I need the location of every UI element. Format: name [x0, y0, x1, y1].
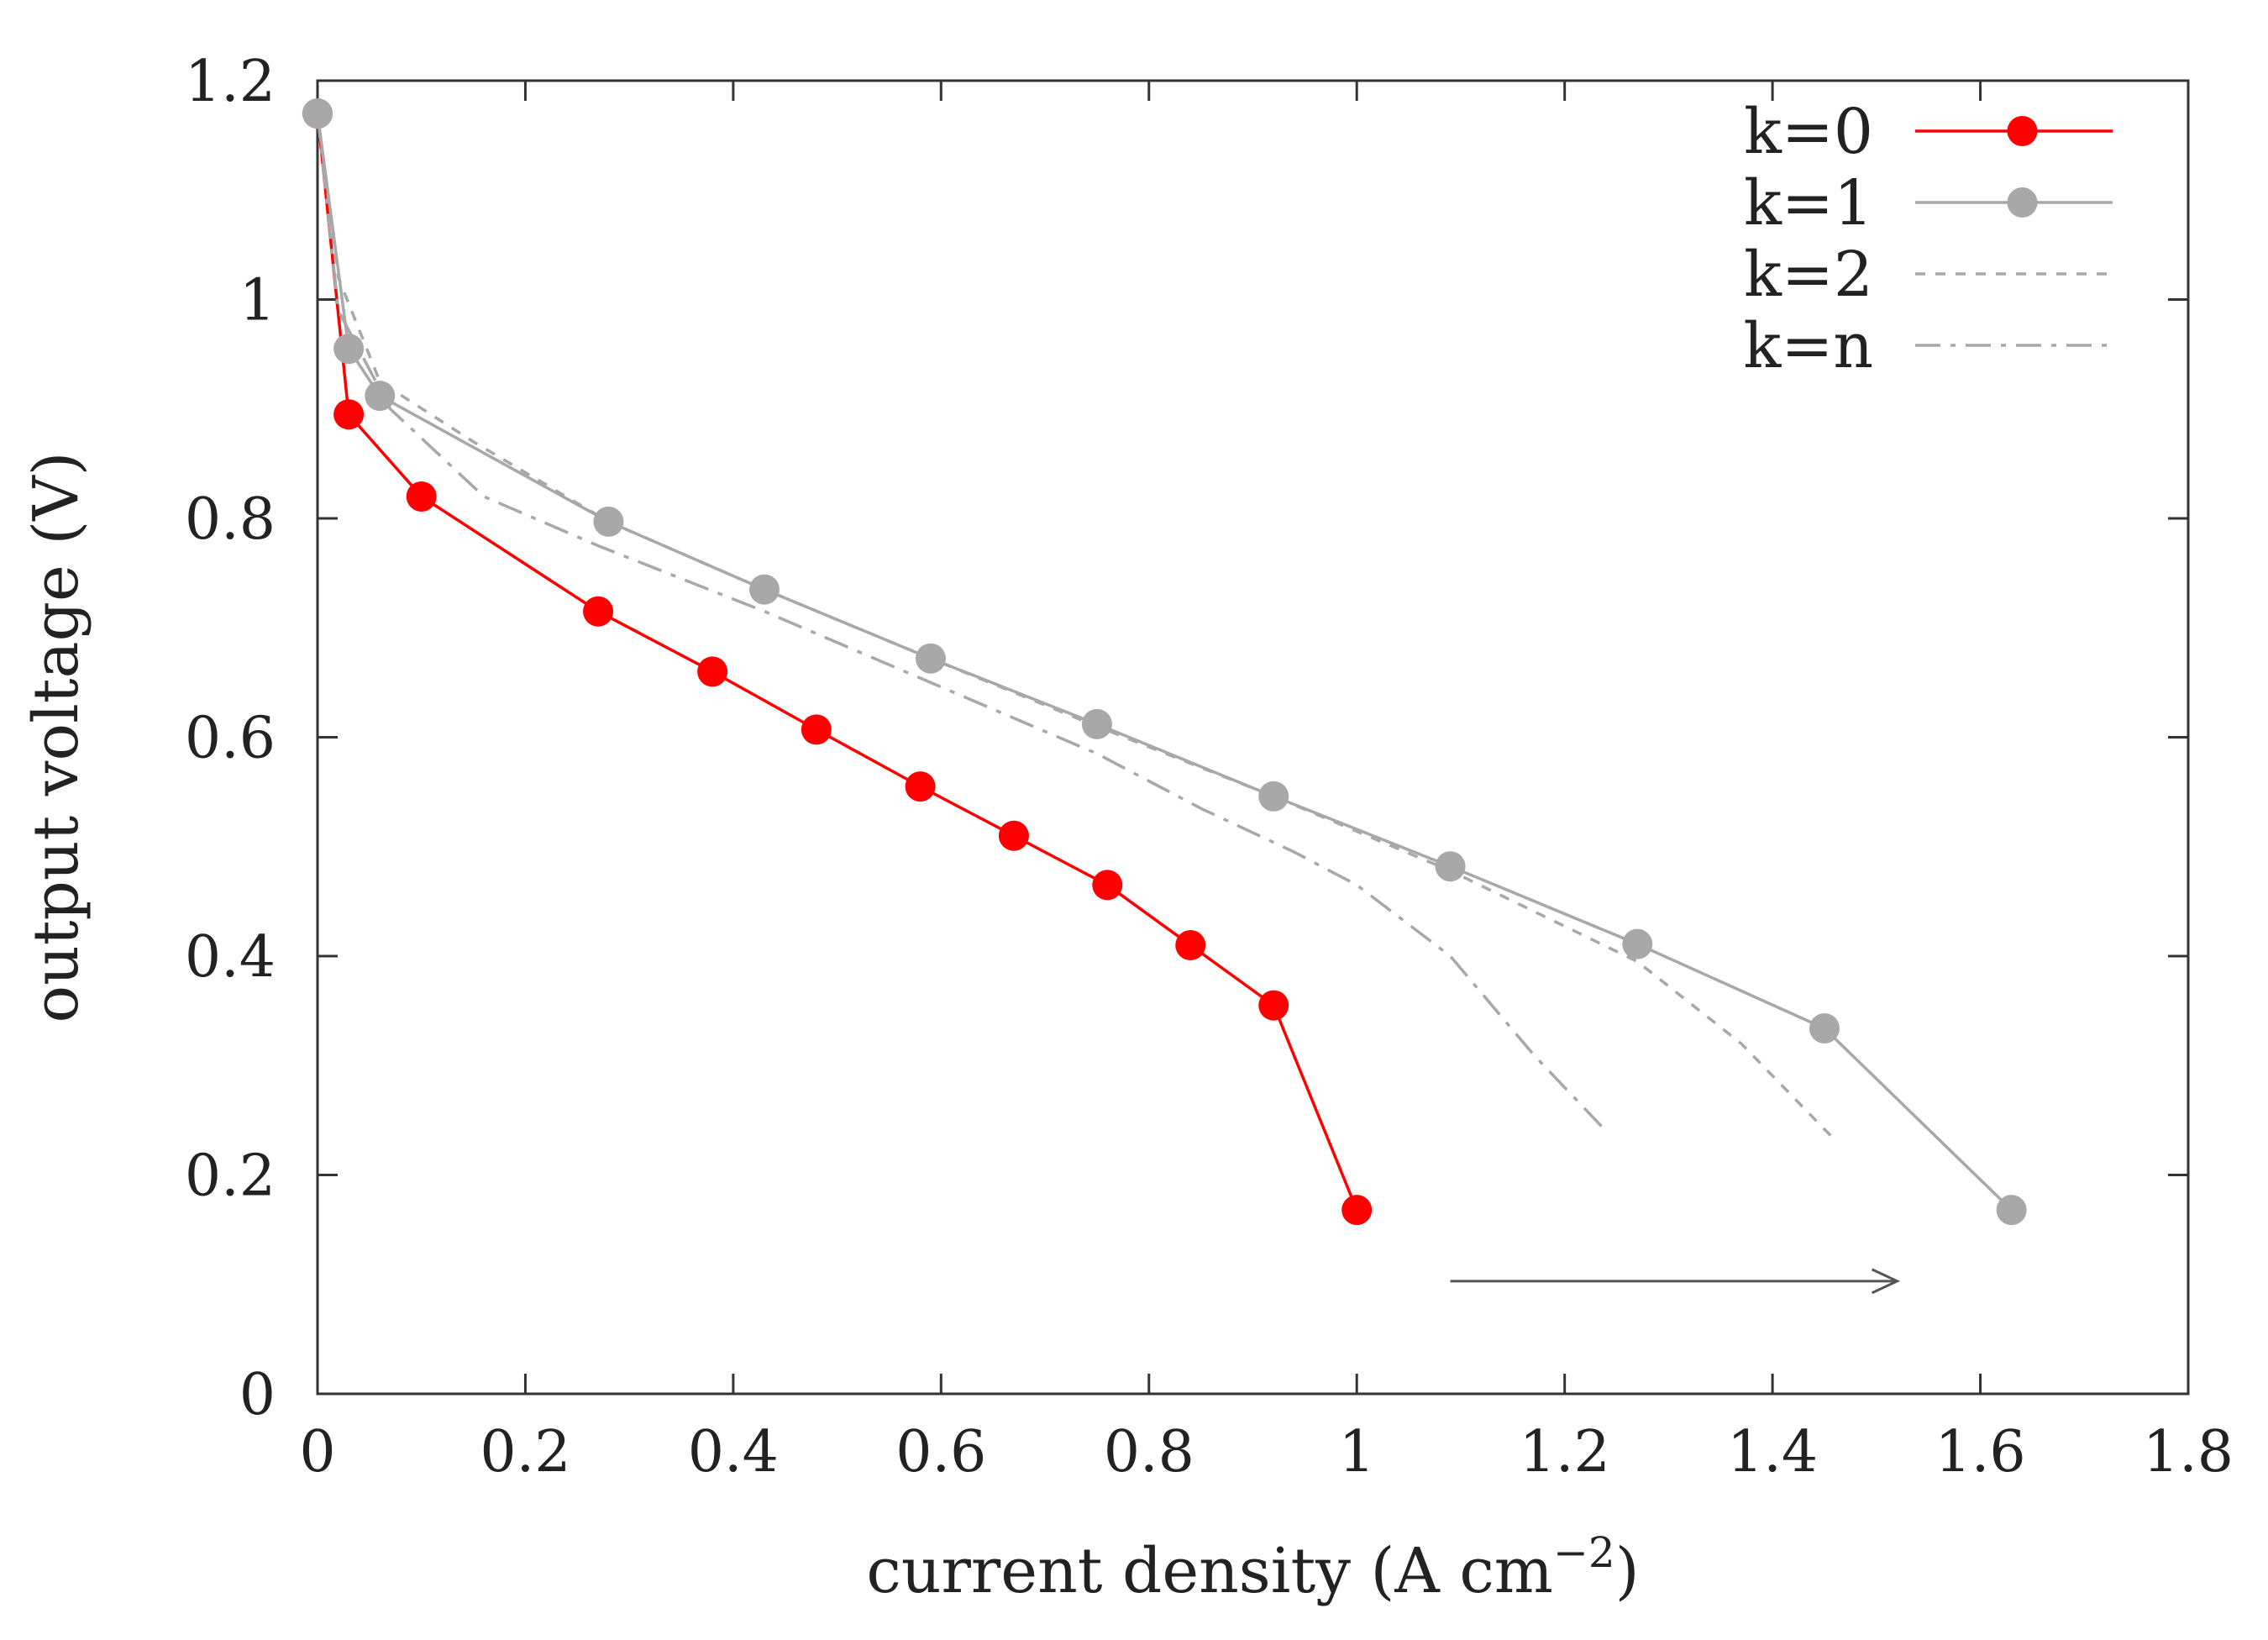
data-point-k=0: [1341, 1195, 1373, 1226]
legend-label: k=2: [1744, 239, 1873, 311]
data-point-k=1: [333, 334, 365, 365]
series-k=n: [316, 113, 1608, 1133]
y-tick-label: 1: [239, 268, 276, 334]
y-tick-label: 0.6: [185, 706, 276, 772]
x-tick-label: 1.8: [2143, 1419, 2234, 1485]
data-point-k=0: [905, 771, 936, 802]
legend-entry-k=n: k=n: [1743, 310, 2113, 382]
data-point-k=0: [697, 656, 728, 687]
axis-tick-labels: 0 0.2 0.4 0.6 0.8 1 1.2 1.4 1.6 1.8 0 0.2 0.4 0.6 0.8 1…: [185, 49, 2234, 1485]
data-point-k=1: [1435, 851, 1466, 882]
data-point-k=0: [1175, 929, 1206, 960]
data-point-k=0: [1258, 990, 1289, 1021]
y-tick-label: 0.8: [185, 486, 276, 553]
y-axis-label: output voltage (V): [20, 452, 92, 1023]
legend-entry-k=0: k=0: [1744, 96, 2113, 168]
x-tick-label: 1.4: [1727, 1419, 1818, 1485]
data-point-k=0: [406, 481, 437, 512]
annotation-layer: [1450, 1268, 1901, 1295]
series-k=1: [302, 98, 2027, 1226]
x-axis-label: current density (A cm−2): [866, 1528, 1639, 1607]
legend: k=0k=1k=2k=n: [1743, 96, 2113, 382]
x-tick-label: 0.4: [688, 1419, 779, 1485]
x-tick-label: 1.6: [1935, 1419, 2025, 1485]
x-tick-label: 0.6: [895, 1419, 986, 1485]
legend-label: k=1: [1744, 167, 1873, 239]
x-tick-label: 0: [299, 1419, 335, 1485]
axis-ticks: [316, 79, 2190, 1396]
legend-entry-k=2: k=2: [1744, 239, 2113, 311]
data-point-k=1: [1258, 781, 1289, 812]
y-tick-label: 0: [239, 1362, 276, 1428]
x-tick-label: 1: [1339, 1419, 1375, 1485]
data-point-k=1: [1081, 708, 1112, 739]
data-point-k=0: [1092, 870, 1123, 901]
data-point-k=0: [801, 714, 832, 745]
data-point-k=0: [998, 820, 1029, 851]
legend-swatch-marker: [2007, 116, 2038, 146]
legend-entry-k=1: k=1: [1744, 167, 2113, 239]
x-axis-label-main: current density (A cm: [866, 1535, 1553, 1607]
data-point-k=0: [333, 399, 365, 430]
x-tick-label: 0.2: [480, 1419, 570, 1485]
legend-label: k=n: [1743, 310, 1873, 382]
series-line-k=n: [316, 113, 1608, 1133]
x-tick-label: 0.8: [1104, 1419, 1194, 1485]
data-point-k=1: [1622, 928, 1653, 959]
y-tick-label: 0.4: [185, 924, 276, 991]
series-line-k=2: [316, 113, 1836, 1142]
data-point-k=1: [1996, 1195, 2027, 1226]
x-axis-label-superscript: −2: [1553, 1528, 1615, 1577]
y-tick-label: 0.2: [185, 1143, 276, 1210]
y-tick-label: 1.2: [185, 49, 276, 115]
x-axis-label-close: ): [1615, 1535, 1640, 1607]
data-point-k=1: [1809, 1012, 1840, 1043]
legend-swatch-marker: [2007, 187, 2038, 218]
series-layer: [302, 98, 2027, 1226]
series-k=2: [316, 113, 1836, 1142]
data-point-k=0: [583, 596, 614, 627]
x-tick-label: 1.2: [1520, 1419, 1610, 1485]
legend-label: k=0: [1744, 96, 1873, 168]
annotation-arrow-head: [1871, 1268, 1901, 1295]
series-line-k=0: [316, 113, 1358, 1211]
